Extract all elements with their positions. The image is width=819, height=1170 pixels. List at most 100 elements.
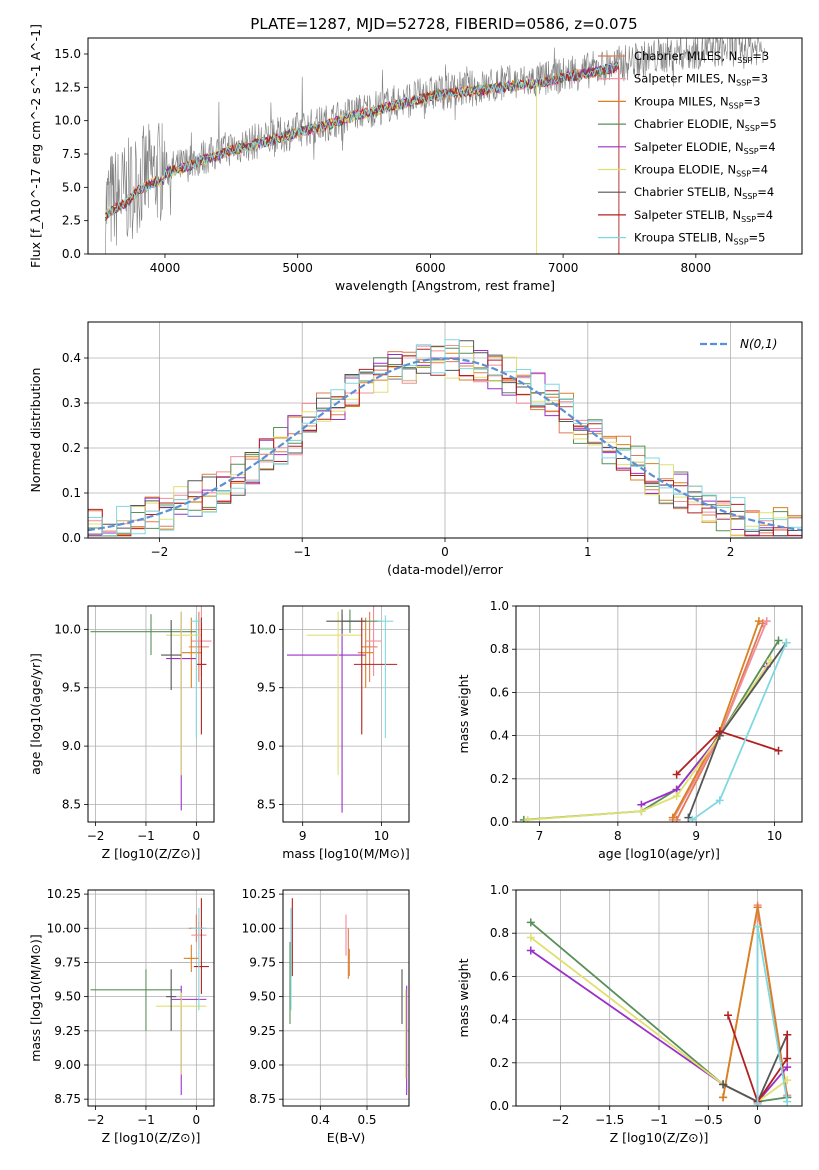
weight-point-marker (762, 617, 771, 626)
legend-label-sub: SSP (729, 101, 744, 110)
weight-series-line (722, 907, 789, 1098)
error-bar-point (191, 615, 202, 738)
weight-point-marker (688, 815, 697, 822)
axes-frame (282, 889, 410, 1107)
legend-label-n: =5 (749, 231, 766, 245)
y-tick-label: 9.75 (54, 955, 81, 969)
panel-age_vs_mass: 9 10 8.5 9.0 9.5 10.0 mass [log10(M/M⊙)] (249, 605, 410, 861)
legend-label-n: =3 (752, 49, 769, 63)
x-axis-label: Z [log10(Z/Z⊙)] (610, 1130, 709, 1145)
y-tick-label: 0.3 (62, 396, 81, 410)
x-tick-label: 0 (193, 829, 201, 843)
x-tick-label: 7000 (548, 261, 579, 275)
x-tick-label: 0 (754, 1113, 762, 1127)
y-tick-label: 10.25 (47, 887, 81, 901)
y-tick-label: 10.0 (54, 114, 81, 128)
y-tick-label: 9.00 (54, 1058, 81, 1072)
weight-point-marker (774, 636, 783, 645)
weight-point-marker (715, 796, 724, 805)
legend-label-main: Salpeter ELODIE, N (634, 140, 744, 154)
error-bar-point (326, 609, 366, 633)
legend-label-n: =4 (757, 185, 774, 199)
panel-spectrum: 4000 5000 6000 7000 8000 0.0 2.5 5.0 7.5 10.0 12.5… (28, 24, 803, 293)
y-axis-label: mass weight (456, 958, 471, 1037)
legend-label: Kroupa MILES, NSSP=3 (634, 94, 760, 110)
y-tick-label: 9.25 (54, 1024, 81, 1038)
legend-label-main: Kroupa ELODIE, N (634, 163, 736, 177)
legend-label-sub: SSP (741, 215, 756, 224)
error-bar-point (377, 615, 394, 738)
y-tick-label: 9.0 (257, 739, 276, 753)
y-tick-label: 0.6 (490, 685, 509, 699)
axes-frame (87, 37, 803, 255)
legend-label: Salpeter STELIB, NSSP=4 (634, 208, 773, 224)
y-axis-label: age [log10(age/yr)] (28, 653, 43, 775)
weight-series-line (722, 907, 789, 1098)
weight-point-marker (753, 903, 762, 912)
weight-point-marker (526, 946, 535, 955)
y-axis-label: mass [log10(M/M⊙)] (28, 934, 43, 1062)
x-tick-label: −0.5 (694, 1113, 723, 1127)
y-tick-label: 0.6 (490, 969, 509, 983)
x-tick-label: 0 (441, 545, 449, 559)
error-bar-point (166, 969, 177, 1031)
x-tick-label: 2 (727, 545, 735, 559)
weight-series-line (675, 730, 779, 776)
legend-label-n: =4 (759, 140, 776, 154)
x-tick-label: 5000 (282, 261, 313, 275)
panel-mass_vs_Z: −2 −1 0 8.75 9.00 9.25 9.50 9.75 10.00 10.25 Z [lo… (28, 887, 215, 1145)
legend-label-n: =3 (744, 94, 761, 108)
y-axis-label: Normed distribution (28, 368, 43, 493)
x-tick-label: −1 (137, 829, 155, 843)
legend-label-main: Chabrier ELODIE, N (634, 117, 745, 131)
x-axis-label: age [log10(age/yr)] (598, 846, 720, 861)
legend-label-n: =5 (760, 117, 777, 131)
y-tick-label: 10.0 (54, 622, 81, 636)
axes-frame (87, 889, 215, 1107)
axes-frame (87, 605, 215, 823)
y-tick-label: 5.0 (62, 180, 81, 194)
error-bar-point (181, 617, 202, 688)
weight-point-marker (523, 815, 532, 822)
weight-point-marker (783, 1063, 792, 1072)
legend-label: Kroupa ELODIE, NSSP=4 (634, 163, 768, 179)
residual-histogram (88, 339, 802, 537)
legend-label-main: Chabrier STELIB, N (634, 185, 742, 199)
y-tick-label: 9.50 (54, 990, 81, 1004)
y-tick-label: 1.0 (490, 883, 509, 897)
legend-label-sub: SSP (737, 56, 752, 65)
error-bar-point (365, 606, 382, 677)
legend-label-main: Kroupa STELIB, N (634, 231, 734, 245)
axes-frame (515, 605, 803, 823)
error-bar-point (166, 611, 202, 776)
age_vs_Z-plot-area (90, 606, 212, 811)
x-tick-label: −1 (650, 1113, 668, 1127)
spectrum-data-line (105, 38, 765, 254)
normal-curve (88, 357, 802, 532)
error-bar-point (161, 620, 182, 691)
weight-point-marker (782, 638, 791, 647)
error-bar-point (183, 944, 199, 973)
x-tick-label: 9 (692, 829, 700, 843)
y-tick-label: 8.75 (249, 1092, 276, 1106)
y-tick-label: 9.00 (249, 1058, 276, 1072)
spectrum-model-line (105, 61, 620, 254)
y-tick-label: 9.5 (257, 681, 276, 695)
y-tick-label: 9.50 (249, 990, 276, 1004)
y-tick-label: 9.25 (249, 1024, 276, 1038)
y-tick-label: 0.2 (490, 1056, 509, 1070)
x-tick-label: 10 (374, 829, 389, 843)
legend-label-sub: SSP (744, 147, 759, 156)
legend-label: Chabrier ELODIE, NSSP=5 (634, 117, 777, 133)
y-tick-label: 0.8 (490, 642, 509, 656)
legend-label-n: =3 (751, 72, 768, 86)
x-axis-label: E(B-V) (327, 1130, 366, 1145)
error-bar-point (286, 614, 366, 813)
weight-point-marker (754, 617, 763, 626)
legend-label-sub: SSP (736, 79, 751, 88)
y-tick-label: 2.5 (62, 214, 81, 228)
error-bar-point (171, 985, 207, 1096)
error-bar-point (90, 969, 182, 1031)
x-axis-label: (data-model)/error (387, 562, 504, 577)
